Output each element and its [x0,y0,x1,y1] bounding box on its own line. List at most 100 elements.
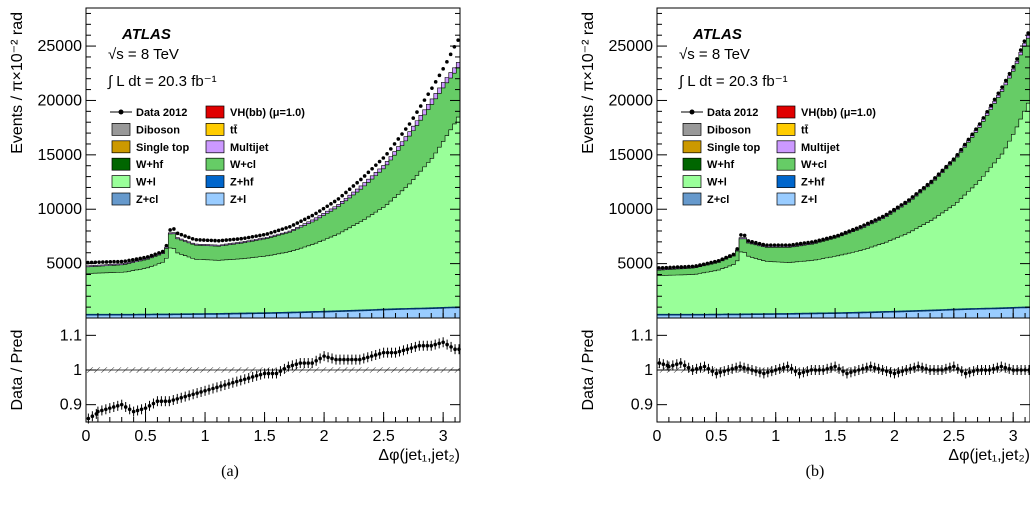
ratio-point [151,401,156,406]
legend-label: Multijet [230,142,269,154]
data-point [921,185,926,190]
data-point [127,258,131,263]
data-point [739,233,743,237]
ratio-point [425,343,430,348]
data-point [168,228,172,232]
data-point [101,260,105,264]
ratio-point [718,370,723,375]
data-point [776,243,781,247]
energy-label: √s = 8 TeV [679,46,750,63]
data-point [839,232,844,236]
ratio-point [294,362,299,367]
ratio-point [163,399,168,404]
legend-label: VH(bb) (μ=1.0) [801,107,876,119]
ratio-point [667,364,671,369]
data-point [1018,48,1023,52]
data-point [914,192,919,196]
ratio-point [397,349,402,354]
ratio-point [714,371,719,376]
ratio-point [238,378,243,383]
ratio-point [143,406,148,410]
data-point [433,80,438,84]
data-point [119,259,124,264]
ratio-point [674,362,679,367]
data-point [880,214,885,219]
ratio-point [219,384,223,388]
ratio-point [123,405,128,409]
stack-z-hf-band [86,306,460,316]
ratio-point [793,369,798,373]
data-point [660,265,665,270]
data-point [317,209,322,213]
ratio-point [944,367,948,371]
x-tick-label: 2 [320,428,329,445]
ratio-point [920,365,924,370]
legend-swatch [776,123,796,136]
ratio-point [671,363,675,368]
ratio-point [987,368,992,372]
ratio-y-tick-label: 0.9 [631,397,653,414]
legend-label: Z+l [230,194,246,206]
ratio-point [242,377,247,382]
legend-label: tt̄ [230,124,238,136]
ratio-point [948,365,952,370]
ratio-point [1003,365,1008,370]
ratio-point [813,368,818,372]
y-tick-label: 20000 [609,92,654,109]
data-point [746,239,751,243]
ratio-point [963,371,968,376]
legend-swatch [776,175,796,188]
data-point [750,239,754,244]
ratio-point [829,365,833,370]
legend-label: tt̄ [801,124,809,136]
data-point [351,184,356,188]
data-point [683,264,687,269]
data-point [269,230,273,235]
ratio-y-tick-label: 1.1 [60,327,82,344]
ratio-point [809,368,814,372]
ratio-point [825,367,829,371]
ratio-point [686,365,691,370]
legend-label: Data 2012 [136,107,187,119]
data-point [761,242,766,247]
y-tick-label: 5000 [617,256,653,273]
ratio-point [999,364,1004,369]
ratio-point [841,369,845,373]
data-point [359,177,363,182]
data-point [418,104,423,108]
data-point [164,243,169,248]
ratio-point [373,353,378,357]
legend-label: Z+cl [707,194,729,206]
ratio-point [361,356,366,361]
data-point [899,203,904,207]
legend-swatch [776,192,796,206]
data-point [828,235,833,240]
legend-swatch [111,123,131,136]
ratio-point [880,368,885,372]
data-point [108,260,113,264]
x-tick-label: 0 [82,428,91,445]
ratio-point [369,354,374,358]
data-point [153,252,157,257]
data-point [780,243,784,247]
ratio-point [254,373,259,378]
data-point [727,254,732,258]
x-tick-label: 0.5 [705,428,727,445]
panel-b: 5000 10000 15000 20000 25000 Events / π×10⁻² … [580,7,1030,480]
data-point [216,238,221,243]
data-point [918,189,922,193]
data-point [112,259,116,264]
stack-w-l [86,108,460,319]
data-point [385,152,389,156]
ratio-point [453,347,457,352]
data-point [765,243,769,247]
data-point [310,213,315,218]
data-point [955,153,960,157]
data-point [1003,78,1008,83]
ratio-point [338,357,342,362]
ratio-point [900,369,905,373]
data-point [403,127,408,131]
data-point [149,253,154,258]
ratio-point [135,408,140,413]
data-point [209,238,214,243]
